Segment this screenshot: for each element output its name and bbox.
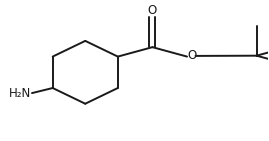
Text: O: O — [187, 49, 196, 62]
Text: O: O — [148, 4, 157, 17]
Text: H₂N: H₂N — [8, 87, 31, 100]
